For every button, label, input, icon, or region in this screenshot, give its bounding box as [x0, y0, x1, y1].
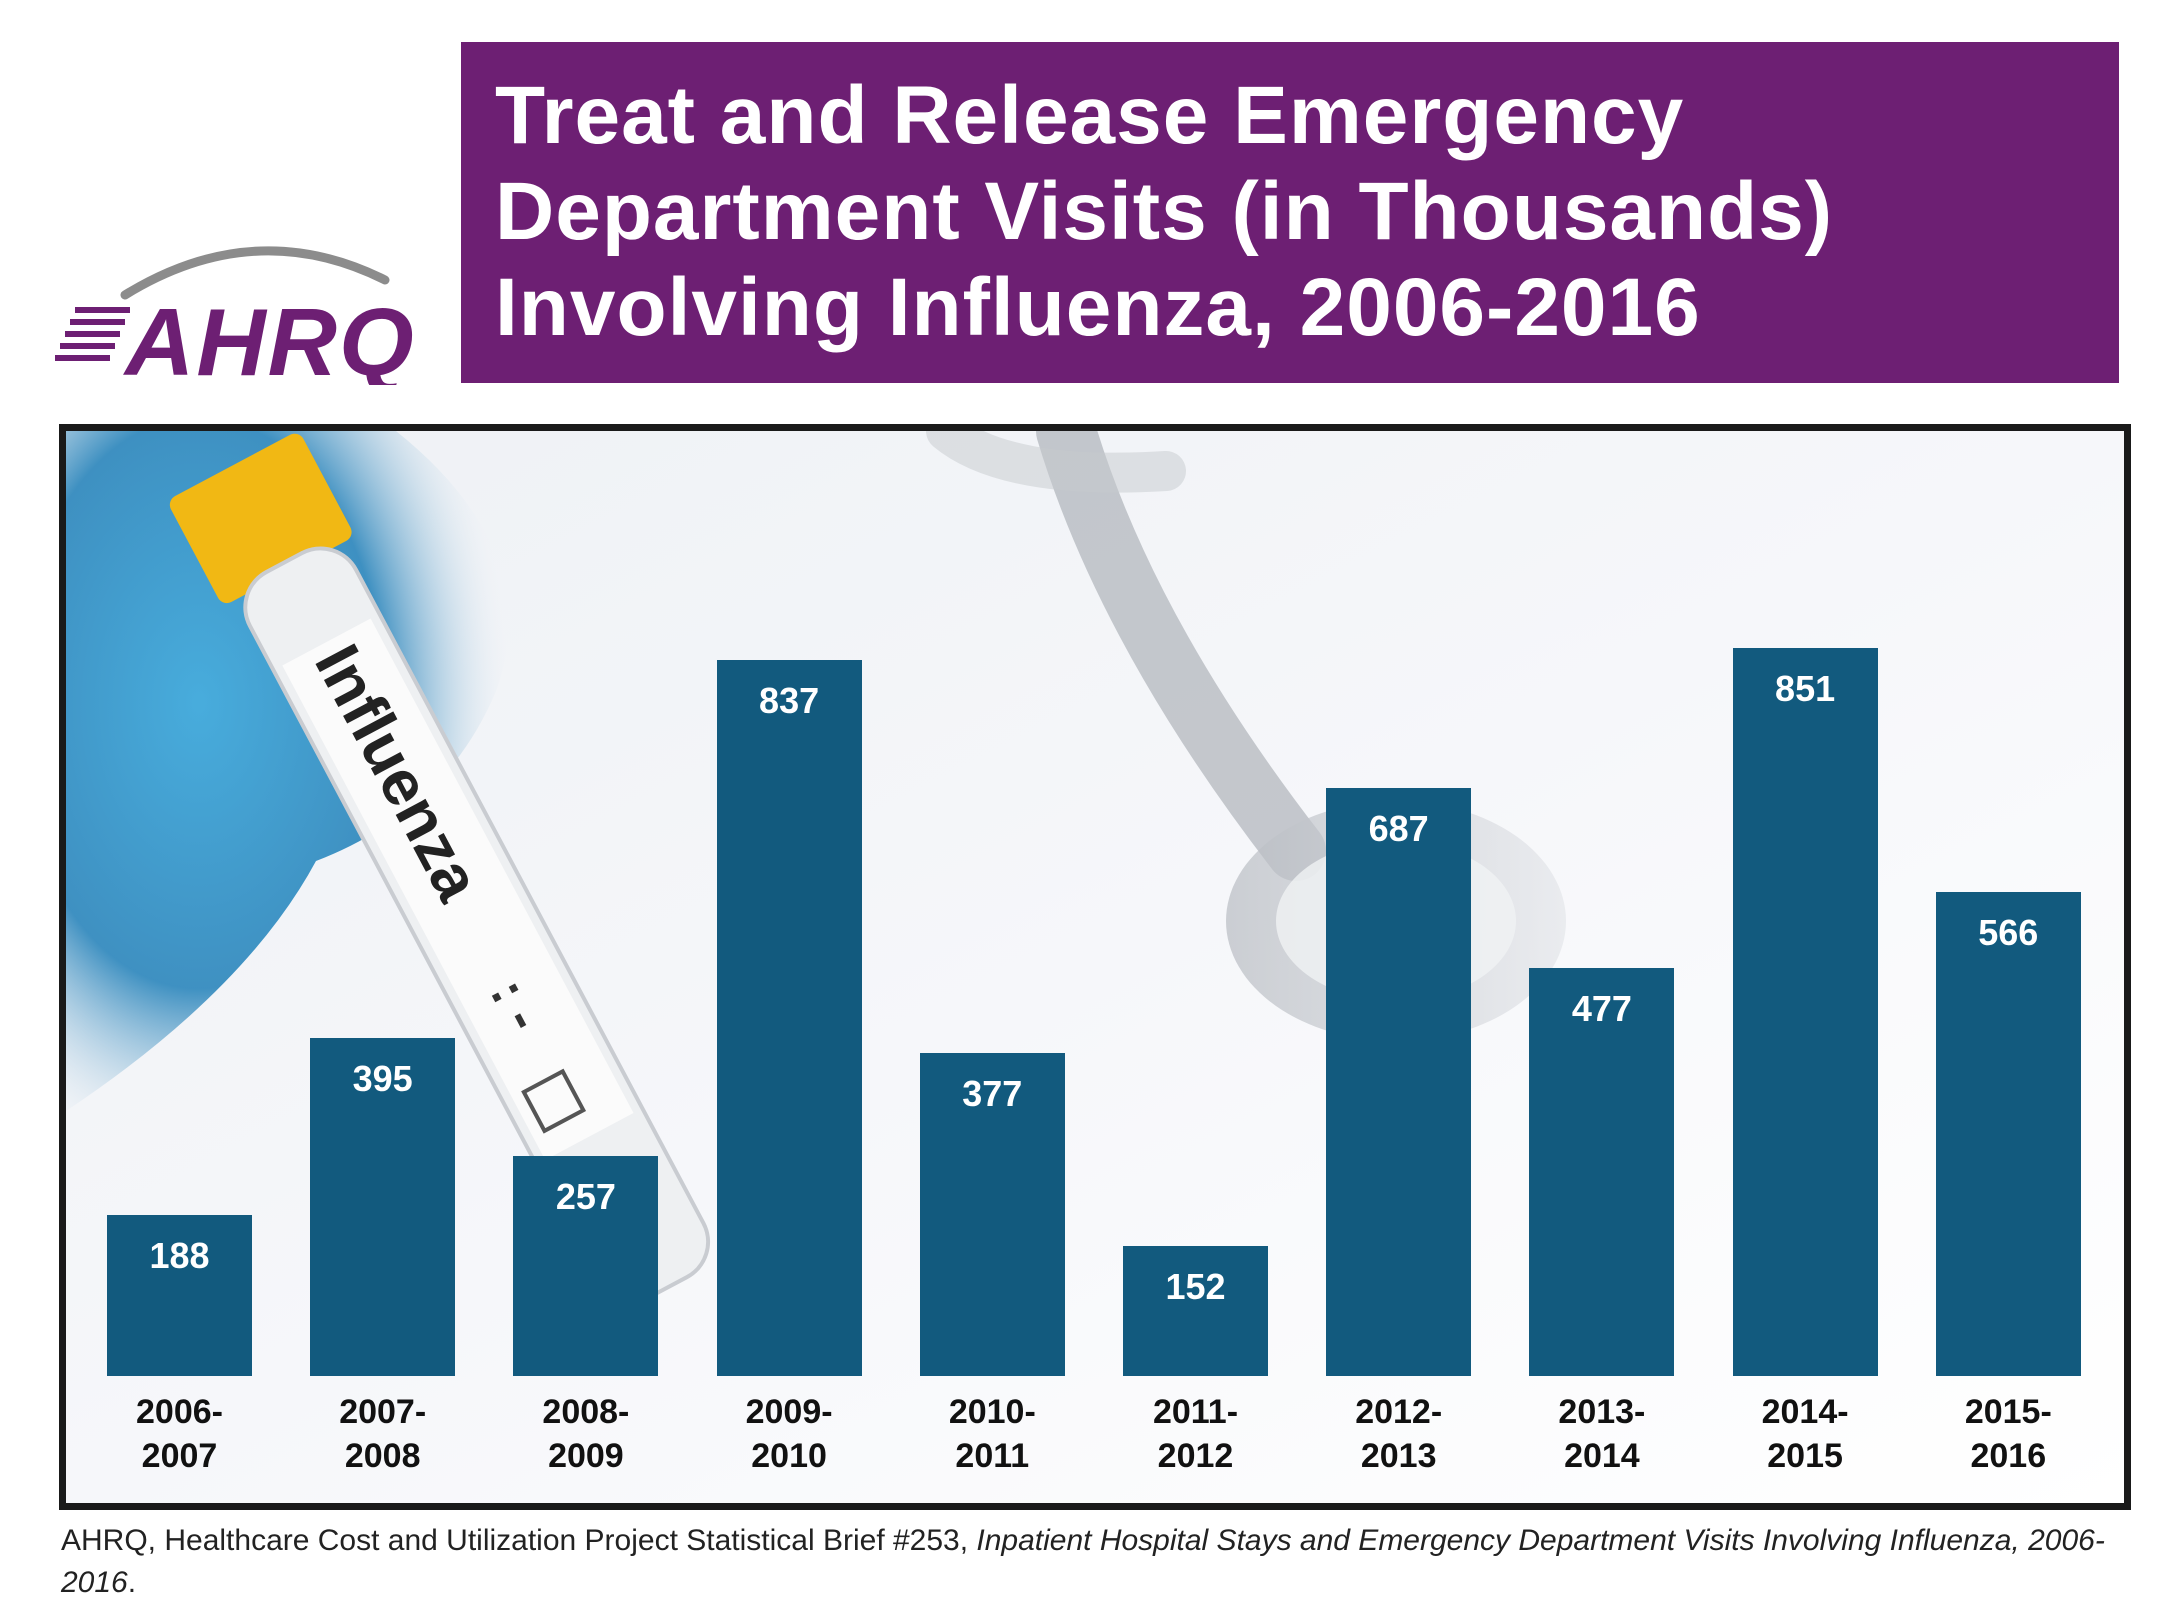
x-tick-line: 2013-: [1558, 1393, 1646, 1431]
x-tick-label: 2012- 2013: [1299, 1390, 1499, 1478]
bar-7: 477: [1529, 967, 1675, 1376]
x-tick-line: 2009: [548, 1437, 624, 1475]
x-tick-line: 2010-: [948, 1393, 1036, 1431]
x-tick-line: 2008: [344, 1437, 421, 1475]
bar-value-label: 188: [149, 1235, 210, 1277]
x-tick-line: 2007: [141, 1437, 218, 1475]
x-tick-label: 2008- 2009: [486, 1390, 686, 1478]
x-tick-line: 2011-: [1152, 1393, 1239, 1431]
bar-value-label: 477: [1571, 987, 1632, 1029]
bar-value-label: 837: [759, 679, 820, 721]
ahrq-logo: AHRQ: [55, 225, 445, 396]
x-tick-line: 2015-: [1964, 1393, 2052, 1431]
x-tick-line: 2015: [1767, 1437, 1843, 1475]
x-tick-line: 2016: [1970, 1437, 2047, 1475]
title-line-3: Involving Influenza, 2006-2016: [495, 262, 1701, 353]
x-tick-label: 2013- 2014: [1502, 1390, 1702, 1478]
x-tick-line: 2014-: [1761, 1393, 1849, 1431]
bar-4: 377: [919, 1053, 1065, 1376]
bar-value-label: 377: [962, 1073, 1023, 1115]
bar-value-label: 851: [1775, 667, 1836, 709]
x-tick-line: 2009-: [745, 1393, 833, 1431]
bar-1: 395: [310, 1037, 456, 1376]
source-end: .: [127, 1566, 137, 1599]
bar-9: 566: [1935, 891, 2081, 1376]
bar-value-label: 257: [555, 1176, 616, 1217]
bar-2: 257: [513, 1156, 659, 1376]
bar-6: 687: [1326, 787, 1472, 1376]
bar-value-label: 566: [1978, 911, 2039, 953]
x-tick-label: 2010- 2011: [892, 1390, 1092, 1478]
bar-value-label: 395: [352, 1057, 413, 1099]
title-banner: Treat and Release Emergency Department V…: [461, 42, 2119, 383]
x-tick-line: 2012: [1157, 1437, 1234, 1475]
x-tick-label: 2007- 2008: [283, 1390, 483, 1478]
x-tick-line: 2013: [1360, 1437, 1437, 1475]
x-tick-label: 2011- 2012: [1096, 1390, 1296, 1478]
x-tick-line: 2007-: [339, 1393, 427, 1431]
chart-title: Treat and Release Emergency Department V…: [495, 68, 2099, 356]
bar-3: 837: [716, 659, 862, 1376]
x-tick-line: 2010: [751, 1437, 827, 1475]
x-tick-label: 2014- 2015: [1705, 1390, 1905, 1478]
source-citation: AHRQ, Healthcare Cost and Utilization Pr…: [61, 1520, 2141, 1604]
x-tick-line: 2008-: [542, 1393, 630, 1431]
x-tick-line: 2014: [1564, 1437, 1640, 1475]
x-tick-line: 2006-: [136, 1393, 223, 1431]
x-tick-line: 2011: [955, 1437, 1030, 1475]
title-line-2: Department Visits (in Thousands): [495, 166, 1834, 257]
title-line-1: Treat and Release Emergency: [495, 70, 1685, 161]
chart-frame: Influenza : - 188 2006- 2007 395 2007- 2008 25…: [59, 424, 2131, 1510]
logo-text: AHRQ: [123, 289, 416, 385]
bar-5: 152: [1123, 1245, 1268, 1376]
x-tick-label: 2009- 2010: [689, 1390, 889, 1478]
bar-0: 188: [107, 1215, 252, 1376]
bar-8: 851: [1732, 647, 1878, 1376]
source-title: Inpatient Hospital Stays and Emergency D…: [61, 1524, 2105, 1599]
bar-value-label: 687: [1368, 807, 1429, 849]
x-tick-label: 2006- 2007: [80, 1390, 280, 1478]
source-plain: AHRQ, Healthcare Cost and Utilization Pr…: [61, 1524, 977, 1557]
x-tick-line: 2012-: [1355, 1393, 1443, 1431]
x-tick-label: 2015- 2016: [1908, 1390, 2108, 1478]
bar-value-label: 152: [1165, 1265, 1226, 1307]
